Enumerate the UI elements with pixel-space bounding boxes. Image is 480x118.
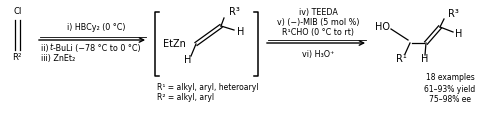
Text: EtZn: EtZn	[163, 39, 185, 49]
Text: v) (−)-MIB (5 mol %): v) (−)-MIB (5 mol %)	[276, 19, 359, 27]
Text: vi) H₃O⁺: vi) H₃O⁺	[301, 51, 334, 59]
Text: R²: R²	[12, 53, 22, 63]
Text: H: H	[455, 29, 462, 39]
Text: R² = alkyl, aryl: R² = alkyl, aryl	[156, 93, 214, 103]
Text: H: H	[237, 27, 244, 37]
Text: ii): ii)	[41, 44, 51, 53]
Text: 75–98% ee: 75–98% ee	[428, 95, 470, 105]
Text: iii) ZnEt₂: iii) ZnEt₂	[41, 53, 75, 63]
Text: Cl: Cl	[14, 8, 22, 17]
Text: R¹ = alkyl, aryl, heteroaryl: R¹ = alkyl, aryl, heteroaryl	[156, 84, 258, 93]
Text: iv) TEEDA: iv) TEEDA	[298, 8, 337, 17]
Text: HO: HO	[374, 22, 389, 32]
Text: 18 examples: 18 examples	[425, 74, 473, 82]
Text: H: H	[184, 55, 192, 65]
Text: -BuLi (−78 °C to 0 °C): -BuLi (−78 °C to 0 °C)	[53, 44, 140, 53]
Text: R¹: R¹	[395, 54, 406, 64]
Text: R³: R³	[228, 7, 240, 17]
Text: t: t	[49, 44, 52, 53]
Text: H: H	[420, 54, 428, 64]
Text: R³: R³	[447, 9, 458, 19]
Text: R¹CHO (0 °C to rt): R¹CHO (0 °C to rt)	[281, 29, 353, 38]
Text: i) HBCy₂ (0 °C): i) HBCy₂ (0 °C)	[67, 23, 125, 32]
Text: 61–93% yield: 61–93% yield	[423, 84, 475, 93]
